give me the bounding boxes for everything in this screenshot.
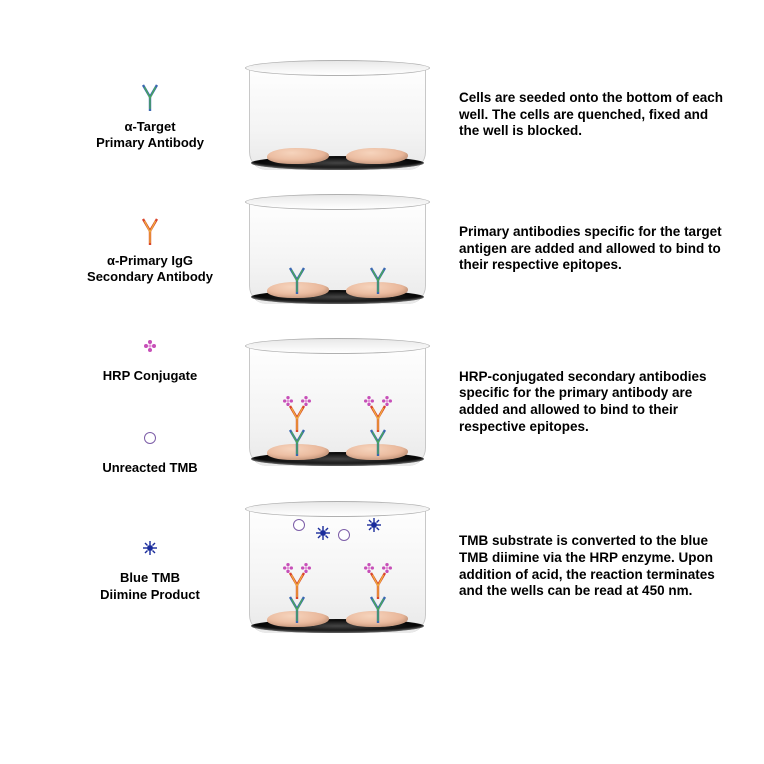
desc-col-2: Primary antibodies specific for the targ… (435, 224, 724, 275)
hrp-on-ab (287, 396, 307, 408)
cell-blob (267, 148, 329, 164)
primary-antibody-icon (368, 595, 388, 623)
legend-tmb-b-label: Blue TMBDiimine Product (100, 570, 200, 603)
stack-left (277, 266, 317, 290)
legend-col-1: α-TargetPrimary Antibody (60, 79, 240, 152)
tmb-blue-icon (366, 517, 382, 533)
well-col-1 (240, 60, 435, 170)
legend-hrp: HRP Conjugate (103, 328, 197, 384)
legend-tmb-blue: Blue TMBDiimine Product (100, 530, 200, 603)
well-step-3 (245, 338, 430, 466)
legend-secondary-antibody: α-Primary IgGSecondary Antibody (87, 213, 213, 286)
step-row-4: Blue TMBDiimine Product (60, 501, 724, 633)
hrp-on-ab (368, 563, 388, 575)
well-col-4 (240, 501, 435, 633)
step-4-desc: TMB substrate is converted to the blue T… (459, 533, 724, 601)
tmb-blue-icon (142, 530, 158, 566)
stack-right (358, 266, 398, 290)
primary-antibody-icon (368, 428, 388, 456)
tmb-unreacted-icon (293, 519, 305, 531)
well-col-2 (240, 194, 435, 304)
legend-hrp-label: HRP Conjugate (103, 368, 197, 384)
legend-primary-label: α-TargetPrimary Antibody (96, 119, 204, 152)
well-col-3 (240, 338, 435, 466)
diagram-container: α-TargetPrimary Antibody Cells are seede… (60, 60, 724, 724)
step-3-desc: HRP-conjugated secondary antibodies spec… (459, 369, 724, 437)
step-row-3: HRP Conjugate Unreacted TMB (60, 328, 724, 477)
step-1-desc: Cells are seeded onto the bottom of each… (459, 90, 724, 141)
legend-col-3: HRP Conjugate Unreacted TMB (60, 328, 240, 477)
primary-antibody-icon (287, 266, 307, 294)
primary-antibody-icon (287, 428, 307, 456)
tmb-unreacted-icon (144, 420, 156, 456)
legend-col-4: Blue TMBDiimine Product (60, 530, 240, 603)
legend-col-2: α-Primary IgGSecondary Antibody (60, 213, 240, 286)
primary-antibody-icon (368, 266, 388, 294)
tmb-unreacted-icon (338, 529, 350, 541)
hrp-on-ab (287, 563, 307, 575)
well-step-4 (245, 501, 430, 633)
desc-col-3: HRP-conjugated secondary antibodies spec… (435, 369, 724, 437)
cell-blob (346, 148, 408, 164)
secondary-antibody-icon (140, 213, 160, 249)
step-row-1: α-TargetPrimary Antibody Cells are seede… (60, 60, 724, 170)
desc-col-1: Cells are seeded onto the bottom of each… (435, 90, 724, 141)
legend-tmb-u-label: Unreacted TMB (102, 460, 197, 476)
primary-antibody-icon (140, 79, 160, 115)
stack-right (358, 396, 398, 452)
desc-col-4: TMB substrate is converted to the blue T… (435, 533, 724, 601)
well-step-2 (245, 194, 430, 304)
stack-left (277, 396, 317, 452)
legend-secondary-label: α-Primary IgGSecondary Antibody (87, 253, 213, 286)
tmb-blue-icon (315, 525, 331, 541)
hrp-on-ab (368, 396, 388, 408)
step-row-2: α-Primary IgGSecondary Antibody (60, 194, 724, 304)
step-2-desc: Primary antibodies specific for the targ… (459, 224, 724, 275)
stack-left (277, 563, 317, 619)
well-step-1 (245, 60, 430, 170)
legend-primary-antibody: α-TargetPrimary Antibody (96, 79, 204, 152)
legend-tmb-unreacted: Unreacted TMB (102, 420, 197, 476)
hrp-icon (144, 328, 156, 364)
stack-right (358, 563, 398, 619)
primary-antibody-icon (287, 595, 307, 623)
